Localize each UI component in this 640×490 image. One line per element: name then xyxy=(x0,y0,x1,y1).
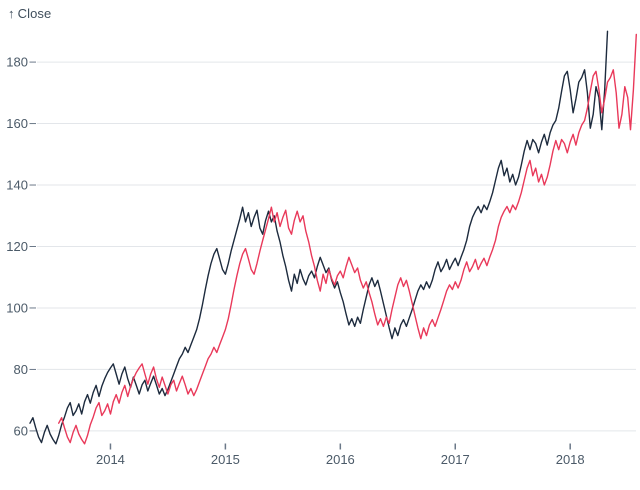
x-tick-label: 2014 xyxy=(96,452,125,467)
x-tick-marks xyxy=(109,443,571,450)
y-tick-labels: 60 80 100 120 140 160 180 xyxy=(6,55,28,439)
y-tick-label: 60 xyxy=(14,423,28,438)
y-axis-title-text: Close xyxy=(17,6,52,21)
y-tick-label: 120 xyxy=(6,239,28,254)
y-tick-label: 80 xyxy=(14,362,28,377)
x-tick-label: 2016 xyxy=(326,452,355,467)
y-tick-label: 100 xyxy=(6,300,28,315)
y-gridlines xyxy=(37,61,636,432)
y-tick-marks xyxy=(29,61,36,432)
series-line-red xyxy=(58,33,637,445)
y-tick-label: 160 xyxy=(6,116,28,131)
x-tick-labels: 2014 2015 2016 2017 2018 xyxy=(96,452,585,467)
y-axis-title: ↑ Close xyxy=(8,6,51,21)
x-tick-label: 2017 xyxy=(441,452,470,467)
x-tick-label: 2015 xyxy=(211,452,240,467)
y-tick-label: 140 xyxy=(6,178,28,193)
up-arrow-icon: ↑ xyxy=(8,6,15,21)
series-line-dark xyxy=(29,30,609,445)
y-tick-label: 180 xyxy=(6,55,28,70)
x-tick-label: 2018 xyxy=(556,452,585,467)
